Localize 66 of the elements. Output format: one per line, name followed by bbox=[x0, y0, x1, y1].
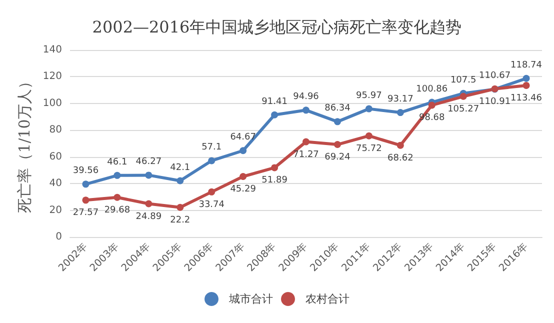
point bbox=[396, 109, 404, 116]
data-label: 71.27 bbox=[293, 150, 319, 160]
data-label: 51.89 bbox=[262, 176, 288, 186]
legend-label: 农村合计 bbox=[306, 292, 350, 306]
point bbox=[145, 200, 152, 208]
point bbox=[365, 105, 372, 112]
data-label: 42.1 bbox=[170, 162, 190, 173]
y-tick-label: 120 bbox=[42, 71, 62, 82]
point bbox=[208, 157, 216, 164]
data-label: 27.57 bbox=[72, 208, 99, 218]
y-tick-label: 40 bbox=[49, 178, 62, 190]
point bbox=[460, 92, 467, 100]
y-tick-label: 60 bbox=[49, 151, 62, 162]
data-label: 68.62 bbox=[388, 153, 414, 164]
data-label: 39.56 bbox=[72, 166, 99, 176]
point bbox=[176, 204, 184, 211]
point bbox=[82, 180, 90, 188]
data-label: 22.2 bbox=[170, 215, 190, 226]
y-tick-label: 0 bbox=[56, 232, 62, 242]
data-label: 93.17 bbox=[388, 94, 414, 105]
data-label: 95.97 bbox=[356, 90, 382, 101]
point bbox=[145, 172, 152, 179]
data-label: 33.74 bbox=[198, 200, 225, 210]
point bbox=[176, 177, 184, 184]
data-label: 46.1 bbox=[107, 157, 128, 168]
y-tick-label: 140 bbox=[42, 44, 62, 56]
y-tick-label: 100 bbox=[42, 98, 62, 109]
point bbox=[240, 173, 247, 180]
point bbox=[396, 142, 404, 149]
data-label: 110.67 bbox=[479, 71, 511, 82]
point bbox=[302, 106, 310, 114]
legend-label: 城市合计 bbox=[228, 292, 273, 306]
point bbox=[522, 74, 530, 82]
data-label: 86.34 bbox=[324, 104, 351, 114]
point bbox=[428, 102, 436, 109]
data-label: 57.1 bbox=[202, 142, 222, 153]
data-label: 45.29 bbox=[230, 184, 256, 195]
point bbox=[522, 82, 530, 89]
point bbox=[334, 141, 341, 148]
data-label: 29.68 bbox=[104, 205, 130, 216]
y-axis-title: 死亡率（1/10万人） bbox=[16, 74, 34, 213]
data-label: 24.89 bbox=[136, 212, 162, 222]
data-label: 91.41 bbox=[262, 96, 288, 107]
data-label: 46.27 bbox=[136, 157, 162, 168]
chart-title: 2002—2016年中国城乡地区冠心病死亡率变化趋势 bbox=[92, 18, 462, 36]
point bbox=[240, 147, 247, 154]
point bbox=[365, 132, 372, 140]
y-tick-label: 20 bbox=[49, 204, 62, 216]
y-tick-label: 80 bbox=[49, 124, 62, 136]
data-label: 110.91 bbox=[479, 96, 511, 107]
point bbox=[82, 196, 90, 204]
data-label: 105.27 bbox=[448, 104, 480, 114]
data-label: 75.72 bbox=[356, 144, 382, 154]
data-label: 107.5 bbox=[450, 75, 476, 86]
point bbox=[114, 194, 121, 201]
point bbox=[302, 138, 310, 146]
point bbox=[334, 118, 341, 126]
data-label: 118.74 bbox=[510, 60, 542, 70]
point bbox=[114, 172, 121, 179]
point bbox=[271, 111, 278, 118]
point bbox=[208, 188, 216, 196]
point bbox=[271, 164, 278, 172]
data-label: 94.96 bbox=[293, 92, 320, 102]
data-label: 113.46 bbox=[510, 93, 542, 104]
data-label: 100.86 bbox=[416, 84, 448, 94]
data-label: 69.24 bbox=[324, 152, 351, 163]
